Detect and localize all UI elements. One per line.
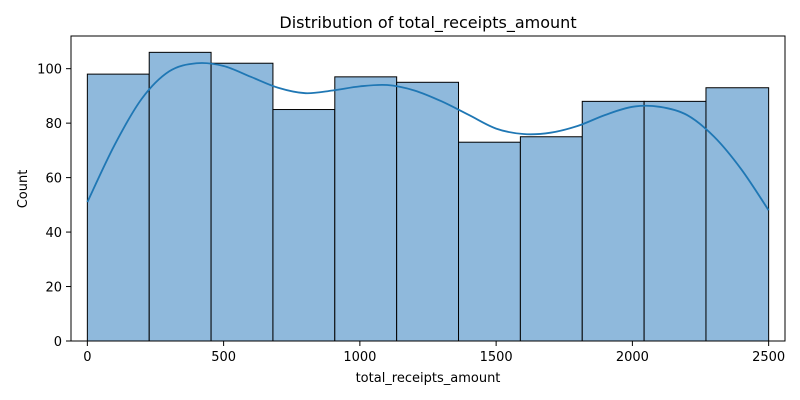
plot-frame <box>70 35 786 342</box>
x-tick-label: 2000 <box>616 350 649 365</box>
y-tick-label: 0 <box>54 335 62 350</box>
y-tick-label: 60 <box>45 172 62 187</box>
chart-title: Distribution of total_receipts_amount <box>279 13 576 33</box>
histogram-bar-3 <box>272 109 336 342</box>
histogram-bar-6 <box>458 141 521 342</box>
x-tick-label: 500 <box>211 350 236 365</box>
histogram-bar-7 <box>519 136 583 342</box>
y-tick-label: 100 <box>37 63 62 78</box>
x-axis-label: total_receipts_amount <box>356 371 501 386</box>
histogram-bar-8 <box>581 100 645 342</box>
x-tick-label: 0 <box>83 350 91 365</box>
histogram-bar-5 <box>396 81 460 342</box>
x-tick-label: 1000 <box>343 350 376 365</box>
histogram-bar-4 <box>334 76 398 342</box>
histogram-bar-10 <box>705 87 770 342</box>
x-tick-label: 2500 <box>752 350 785 365</box>
histogram-bar-2 <box>210 62 274 342</box>
histogram-bar-9 <box>643 100 707 342</box>
y-tick-label: 40 <box>45 226 62 241</box>
histogram-bar-0 <box>86 73 150 342</box>
histogram-bar-1 <box>148 51 212 342</box>
y-tick-label: 20 <box>45 281 62 296</box>
y-axis-label: Count <box>16 170 31 209</box>
bars-group <box>86 51 770 342</box>
x-axis-ticks: 0 500 1000 1500 2000 2500 <box>83 341 785 365</box>
y-axis-ticks: 0 20 40 60 80 100 <box>37 63 71 350</box>
kde-curve <box>86 62 770 211</box>
y-tick-label: 80 <box>45 117 62 132</box>
x-tick-label: 1500 <box>480 350 513 365</box>
